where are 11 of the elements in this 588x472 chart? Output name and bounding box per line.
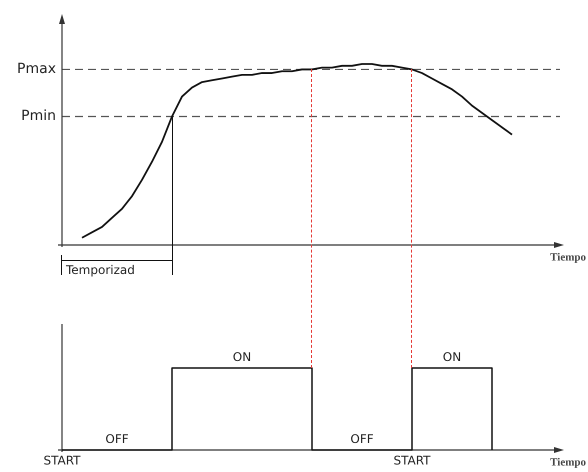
x-tick-label: START <box>43 453 82 468</box>
ref-line-label: Pmin <box>21 108 56 124</box>
ref-line-label: Pmax <box>17 61 56 78</box>
x-tick-label: START <box>393 453 432 468</box>
x-axis-title: Tiempo <box>550 251 586 264</box>
annotation: OFF <box>105 432 129 446</box>
annotation: OFF <box>350 432 374 446</box>
text: ON <box>232 350 252 364</box>
text: ON <box>442 350 462 364</box>
x-axis-title: Tiempo <box>550 456 586 468</box>
text: Temporizad <box>66 263 135 277</box>
